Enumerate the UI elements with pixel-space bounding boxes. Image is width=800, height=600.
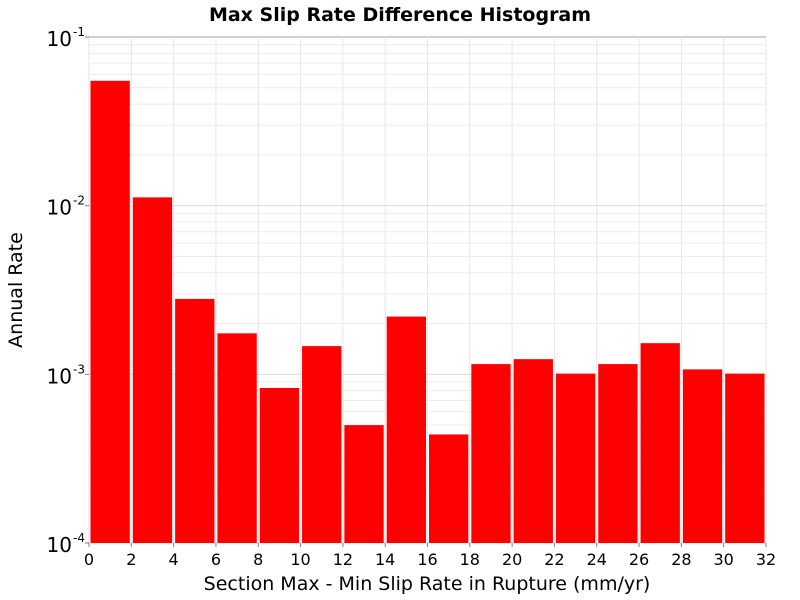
histogram-bar [640, 343, 680, 543]
histogram-bar [132, 197, 173, 543]
x-tick-label: 18 [460, 550, 480, 569]
y-tick-label: 10 [47, 27, 72, 51]
y-tick-exponent: -2 [73, 194, 85, 208]
x-tick-label: 6 [211, 550, 221, 569]
histogram-bar [598, 364, 638, 543]
histogram-bar [175, 298, 215, 543]
x-tick-label: 10 [290, 550, 310, 569]
x-tick-label: 32 [756, 550, 776, 569]
y-tick-label: 10 [47, 196, 72, 220]
x-tick-label: 16 [417, 550, 437, 569]
histogram-bar [344, 425, 384, 543]
x-tick-label: 24 [587, 550, 607, 569]
x-tick-label: 12 [333, 550, 353, 569]
histogram-bar [555, 373, 596, 543]
histogram-bar [471, 364, 511, 543]
histogram-bar [725, 373, 765, 543]
y-tick-label: 10 [47, 533, 72, 557]
x-axis-label: Section Max - Min Slip Rate in Rupture (… [204, 573, 651, 595]
bars [90, 80, 765, 543]
histogram-bar [90, 80, 130, 543]
x-tick-label: 28 [671, 550, 691, 569]
x-tick-label: 8 [253, 550, 263, 569]
x-tick-label: 2 [126, 550, 136, 569]
histogram-bar [386, 316, 426, 543]
x-tick-label: 26 [629, 550, 649, 569]
y-tick-exponent: -4 [73, 531, 85, 545]
y-axis-ticks: 10-410-310-210-1 [47, 25, 89, 557]
x-tick-label: 14 [375, 550, 395, 569]
x-tick-label: 30 [714, 550, 734, 569]
y-tick-exponent: -3 [73, 362, 85, 376]
histogram-bar [217, 333, 257, 543]
x-tick-label: 0 [84, 550, 94, 569]
histogram-bar [259, 387, 300, 543]
histogram-bar [513, 359, 553, 543]
x-axis-ticks: 0 2 4 6 8 10 12 14 16 18 20 22 24 26 28 30 32 [84, 543, 776, 569]
y-axis-label: Annual Rate [5, 232, 27, 348]
histogram-bar [302, 346, 342, 543]
x-tick-label: 20 [502, 550, 522, 569]
x-tick-label: 4 [169, 550, 179, 569]
x-tick-label: 22 [544, 550, 564, 569]
y-tick-exponent: -1 [73, 25, 85, 39]
histogram-bar [682, 369, 723, 543]
histogram-bar [429, 434, 469, 543]
y-tick-label: 10 [47, 364, 72, 388]
chart-title: Max Slip Rate Difference Histogram [209, 4, 591, 26]
